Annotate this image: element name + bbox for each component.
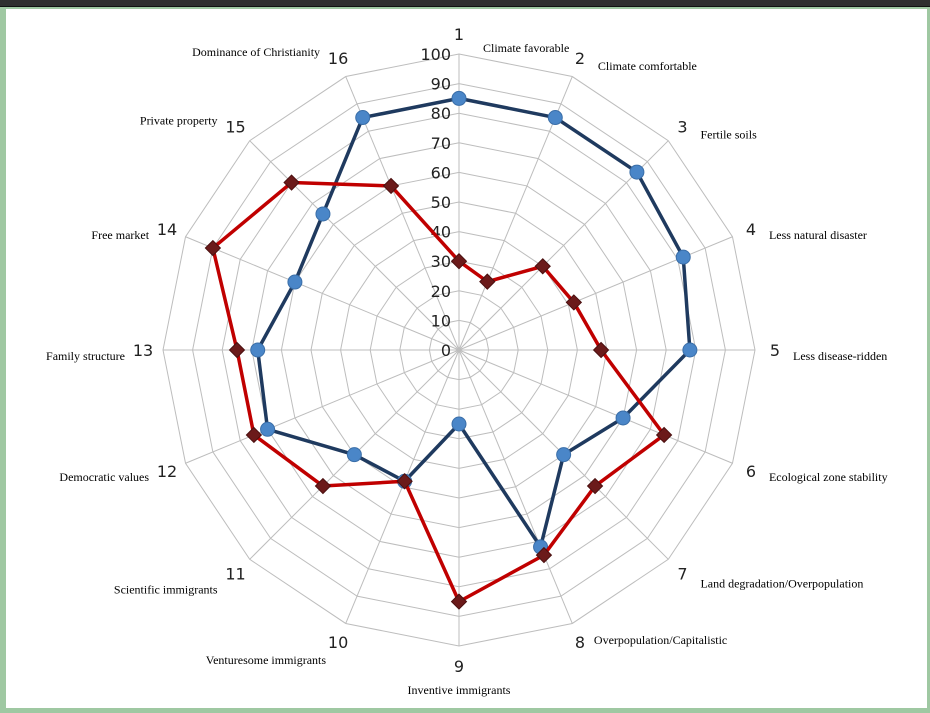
category-label: Land degradation/Overpopulation <box>700 576 863 590</box>
data-point <box>655 426 673 444</box>
grid-spoke <box>458 349 573 624</box>
grid-spoke <box>458 349 733 464</box>
category-label: Overpopulation/Capitalistic <box>594 633 727 647</box>
series-2 <box>204 174 673 610</box>
tick-label: 70 <box>431 134 451 153</box>
data-point <box>534 258 551 275</box>
category-label: Free market <box>91 228 149 242</box>
data-point <box>245 426 263 444</box>
category-label: Climate comfortable <box>598 59 697 73</box>
category-label: Less natural disaster <box>769 228 867 242</box>
category-label: Fertile soils <box>700 128 757 142</box>
data-point <box>283 174 300 191</box>
category-label: Ecological zone stability <box>769 470 888 484</box>
data-point <box>382 177 400 195</box>
data-point <box>586 477 604 495</box>
category-label: Scientific immigrants <box>114 582 218 596</box>
category-index: 5 <box>770 341 780 360</box>
data-point <box>396 473 413 490</box>
category-index: 2 <box>575 49 585 68</box>
data-point <box>346 447 362 463</box>
data-point <box>592 341 610 359</box>
data-point <box>287 274 303 290</box>
data-point <box>615 410 631 426</box>
data-point <box>565 294 583 311</box>
category-index: 15 <box>225 118 245 137</box>
data-point <box>479 273 496 290</box>
grid-spoke <box>458 236 733 351</box>
series-1 <box>250 90 698 555</box>
category-label: Inventive immigrants <box>408 683 511 697</box>
category-index: 6 <box>746 462 756 481</box>
tick-label: 0 <box>441 341 451 360</box>
title-bar <box>0 0 930 7</box>
data-point <box>675 249 691 265</box>
category-index: 1 <box>454 25 464 44</box>
category-index: 14 <box>157 220 177 239</box>
tick-label: 10 <box>431 311 451 330</box>
category-label: Private property <box>140 114 218 128</box>
data-point <box>355 110 371 126</box>
category-label: Climate favorable <box>483 41 569 55</box>
chart-panel: 0 10 20 30 40 50 60 70 80 90 100 1 Climate favorabl… <box>6 9 927 708</box>
tick-label: 90 <box>431 75 451 94</box>
data-point <box>629 164 645 180</box>
category-index: 9 <box>454 657 464 676</box>
data-point <box>556 447 572 463</box>
category-index: 10 <box>328 633 348 652</box>
tick-label: 20 <box>431 282 451 301</box>
data-point <box>450 252 468 270</box>
data-point <box>451 90 467 106</box>
data-point <box>451 416 467 432</box>
grid-spoke <box>185 236 460 351</box>
tick-label: 60 <box>431 163 451 182</box>
category-index: 3 <box>677 118 687 137</box>
data-point <box>450 593 468 610</box>
category-label: Dominance of Christianity <box>192 45 320 59</box>
category-index: 8 <box>575 633 585 652</box>
category-label: Venturesome immigrants <box>206 653 327 667</box>
tick-label: 50 <box>431 193 451 212</box>
data-point <box>204 239 222 257</box>
grid-spoke <box>185 349 460 464</box>
category-index: 13 <box>133 341 153 360</box>
category-label: Family structure <box>46 349 125 363</box>
category-index: 4 <box>746 220 756 239</box>
tick-label: 80 <box>431 104 451 123</box>
category-label: Democratic values <box>59 470 149 484</box>
data-point <box>547 110 563 126</box>
category-index: 12 <box>157 462 177 481</box>
series-line <box>211 180 666 604</box>
grid-spoke <box>249 140 460 351</box>
data-point <box>314 477 332 495</box>
data-point <box>250 342 266 358</box>
category-index: 16 <box>328 49 348 68</box>
category-index: 11 <box>225 564 245 583</box>
category-index: 7 <box>677 564 687 583</box>
tick-label: 100 <box>420 45 451 64</box>
data-point <box>228 341 246 359</box>
data-point <box>682 342 698 358</box>
data-point <box>315 206 331 222</box>
series <box>204 90 698 610</box>
data-point <box>535 546 553 564</box>
tick-label: 30 <box>431 252 451 271</box>
category-label: Less disease-ridden <box>793 349 887 363</box>
data-point <box>260 421 276 437</box>
